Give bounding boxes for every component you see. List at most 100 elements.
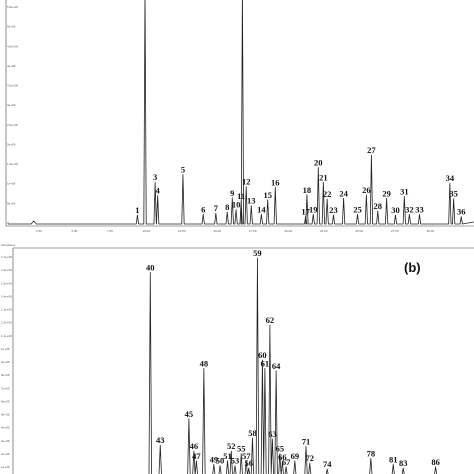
peak-label: 19 bbox=[309, 204, 318, 214]
peak-label: 63 bbox=[268, 429, 277, 439]
x-tick-label: 12.50 bbox=[178, 229, 186, 233]
x-tick-label: 15.00 bbox=[214, 229, 222, 233]
peak-labels: 4043454647484950515253555657585960616263… bbox=[146, 248, 440, 469]
peak-label: 58 bbox=[248, 428, 257, 438]
peak-label: 25 bbox=[353, 204, 362, 214]
y-tick-label: 4.5e+06 bbox=[7, 44, 18, 48]
peak-label: 6 bbox=[201, 204, 205, 214]
peak-label: 36 bbox=[457, 207, 466, 217]
peak-label: 27 bbox=[367, 145, 376, 155]
y-tick-label: 1.5e+06 bbox=[7, 162, 18, 166]
peak-label: 81 bbox=[389, 454, 398, 464]
peak-label: 64 bbox=[272, 361, 281, 371]
x-tick-label: 10.00 bbox=[143, 229, 151, 233]
peak-label: 9 bbox=[230, 188, 234, 198]
peak-label: 52 bbox=[227, 441, 236, 451]
x-tick-label: 5.00 bbox=[72, 229, 78, 233]
y-tick-label: 1.4e+06 bbox=[1, 294, 12, 298]
y-tick-label: 1.6e+06 bbox=[1, 268, 12, 272]
x-tick-label: 30.00 bbox=[427, 229, 435, 233]
y-tick-label: 1.3e+06 bbox=[1, 308, 12, 312]
peak-label: 55 bbox=[237, 444, 246, 454]
peak-label: 31 bbox=[400, 186, 409, 196]
chromatogram-a: 5.5e+06 5e+06 4.5e+06 4e+06 3.5e+06 3e+06 2.5e… bbox=[0, 0, 474, 236]
peak-label: 7 bbox=[214, 203, 219, 213]
peak-label: 8 bbox=[225, 202, 229, 212]
peak-label: 33 bbox=[415, 204, 424, 214]
peak-label: 46 bbox=[190, 441, 199, 451]
y-tick-label: 4e+05 bbox=[1, 426, 10, 430]
peak-label: 78 bbox=[367, 448, 376, 458]
panel-label-b: (b) bbox=[404, 260, 421, 275]
peak-label: 15 bbox=[263, 190, 272, 200]
peak-label: 1 bbox=[135, 205, 139, 215]
peak-label: 35 bbox=[449, 189, 458, 199]
peak-label: 12 bbox=[242, 177, 251, 187]
y-tick-labels: 1.7e+06 1.6e+06 1.5e+06 1.4e+06 1.3e+06 1.2e+… bbox=[1, 255, 12, 469]
y-tick-label: 4e+06 bbox=[7, 64, 16, 68]
peak-label: 62 bbox=[266, 315, 275, 325]
peak-label: 10 bbox=[232, 200, 241, 210]
peak-label: 22 bbox=[323, 189, 332, 199]
y-tick-label: 5e+05 bbox=[1, 413, 10, 417]
peak-label: 20 bbox=[314, 158, 323, 168]
peak-label: 59 bbox=[253, 248, 262, 258]
peak-label: 45 bbox=[185, 409, 194, 419]
peak-label: 47 bbox=[192, 451, 201, 461]
y-tick-label: 3.5e+06 bbox=[7, 84, 18, 88]
chromatogram-trace bbox=[148, 257, 438, 474]
y-tick-label: 1e+06 bbox=[1, 347, 10, 351]
y-tick-label: 2e+05 bbox=[1, 452, 10, 456]
x-tick-label: 25.00 bbox=[356, 229, 364, 233]
peak-label: 60 bbox=[258, 350, 267, 360]
peak-label: 28 bbox=[374, 201, 383, 211]
y-tick-label: 9e+05 bbox=[1, 360, 10, 364]
peak-label: 40 bbox=[146, 262, 155, 272]
y-tick-label: 1e+05 bbox=[1, 465, 10, 469]
x-tick-label: 20.00 bbox=[285, 229, 293, 233]
y-tick-label: 6e+05 bbox=[1, 399, 10, 403]
peak-label: 26 bbox=[362, 185, 371, 195]
chromatogram-b: Abundance 1.7e+06 1.6e+06 1.5e+06 1.4e+06 1.… bbox=[0, 240, 474, 474]
y-tick-label: 1e+06 bbox=[7, 182, 16, 186]
peak-label: 24 bbox=[339, 188, 348, 198]
chromatogram-b-plot: Abundance 1.7e+061.6e+061.5e+061.4e+061.… bbox=[1, 243, 474, 474]
peak-label: 14 bbox=[257, 204, 266, 214]
peak-label: 51 bbox=[223, 451, 232, 461]
peak-label: 71 bbox=[302, 436, 311, 446]
peak-label: 34 bbox=[446, 173, 455, 183]
peak-label: 61 bbox=[261, 358, 270, 368]
peak-label: 65 bbox=[276, 444, 285, 454]
y-tick-label: 5e+05 bbox=[7, 201, 16, 205]
peak-label: 57 bbox=[242, 451, 251, 461]
peak-label: 21 bbox=[319, 172, 328, 182]
peak-label: 56 bbox=[244, 458, 253, 468]
peak-label: 4 bbox=[156, 186, 161, 196]
y-tick-label: 7e+05 bbox=[1, 386, 10, 390]
y-tick-label: 1.7e+06 bbox=[1, 255, 12, 259]
y-tick-label: 5e+06 bbox=[7, 25, 16, 29]
y-tick-label: 1.2e+06 bbox=[1, 321, 12, 325]
peak-label: 17 bbox=[301, 206, 310, 216]
peak-label: 43 bbox=[156, 435, 165, 445]
peak-label: 18 bbox=[303, 185, 312, 195]
peak-label: 48 bbox=[200, 358, 209, 368]
y-tick-label: 2e+06 bbox=[7, 142, 16, 146]
peak-label: 53 bbox=[231, 456, 240, 466]
peak-label: 29 bbox=[382, 188, 391, 198]
peak-label: 11 bbox=[237, 191, 245, 201]
y-tick-label: 0 bbox=[7, 221, 9, 225]
peak-label: 50 bbox=[216, 456, 225, 466]
peak-label: 32 bbox=[405, 204, 414, 214]
y-tick-labels: 5.5e+06 5e+06 4.5e+06 4e+06 3.5e+06 3e+06 2.5e… bbox=[7, 5, 18, 225]
x-tick-label: 7.50 bbox=[107, 229, 113, 233]
peak-label: 3 bbox=[153, 172, 157, 182]
x-tick-label: 17.50 bbox=[249, 229, 257, 233]
peak-label: 30 bbox=[391, 205, 400, 215]
abundance-label: Abundance bbox=[1, 243, 16, 247]
peak-label: 83 bbox=[399, 458, 408, 468]
y-tick-label: 8e+05 bbox=[1, 373, 10, 377]
peak-label: 49 bbox=[210, 454, 219, 464]
chromatogram-trace bbox=[8, 0, 474, 225]
